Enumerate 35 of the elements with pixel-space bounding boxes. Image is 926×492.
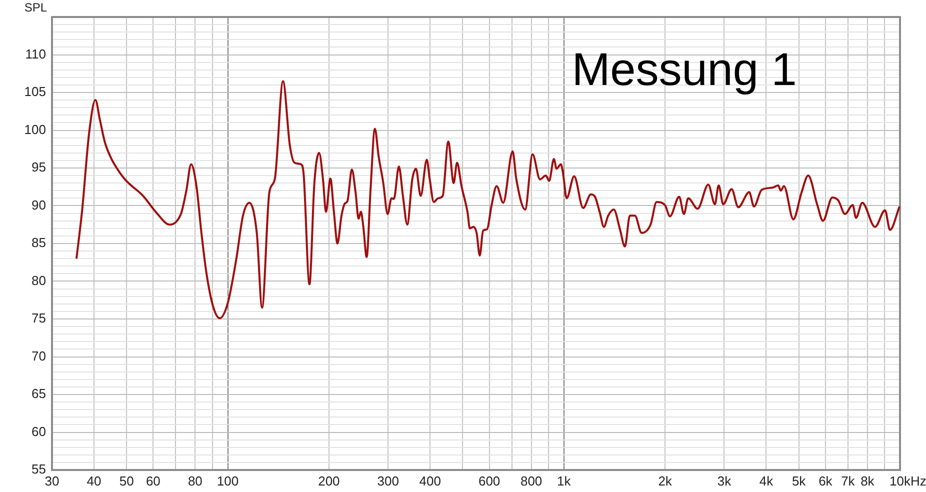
- y-tick-label: 110: [25, 46, 46, 62]
- x-tick-label: 4k: [759, 473, 774, 488]
- y-tick-label: 100: [24, 122, 46, 137]
- x-tick-label: 3k: [717, 473, 732, 488]
- y-tick-label: 90: [32, 197, 46, 212]
- y-tick-label: 85: [32, 235, 46, 250]
- x-tick-label: 30: [44, 473, 60, 488]
- y-axis-title: SPL: [24, 0, 48, 14]
- x-axis-title: Hz: [910, 473, 926, 488]
- x-tick-label: 7k: [841, 473, 856, 488]
- x-tick-label: 40: [86, 473, 102, 488]
- x-tick-label: 200: [318, 473, 340, 488]
- y-tick-label: 95: [32, 160, 46, 175]
- y-tick-label: 70: [32, 348, 46, 364]
- x-tick-label: 600: [478, 473, 500, 488]
- x-tick-label: 50: [119, 473, 134, 488]
- y-tick-label: 75: [32, 310, 46, 326]
- x-tick-label: 300: [377, 473, 399, 488]
- x-tick-label: 6k: [818, 473, 833, 488]
- x-tick-label: 100: [216, 473, 239, 488]
- x-tick-label: 8k: [860, 473, 875, 488]
- x-tick-label: 60: [146, 473, 160, 488]
- y-tick-label: 105: [24, 84, 46, 100]
- x-tick-label: 800: [520, 473, 542, 488]
- y-tick-label: 60: [32, 424, 46, 439]
- x-tick-label: 1k: [557, 473, 572, 488]
- annotation: Messung 1: [572, 43, 797, 95]
- y-tick-label: 55: [32, 462, 46, 477]
- x-tick-label: 2k: [658, 473, 672, 488]
- y-tick-label: 80: [32, 272, 46, 288]
- x-tick-label: 80: [188, 473, 202, 488]
- x-tick-label: 400: [419, 473, 441, 488]
- x-tick-label: 5k: [792, 473, 806, 488]
- x-tick-label: 10k: [890, 473, 911, 488]
- y-tick-label: 65: [32, 386, 46, 402]
